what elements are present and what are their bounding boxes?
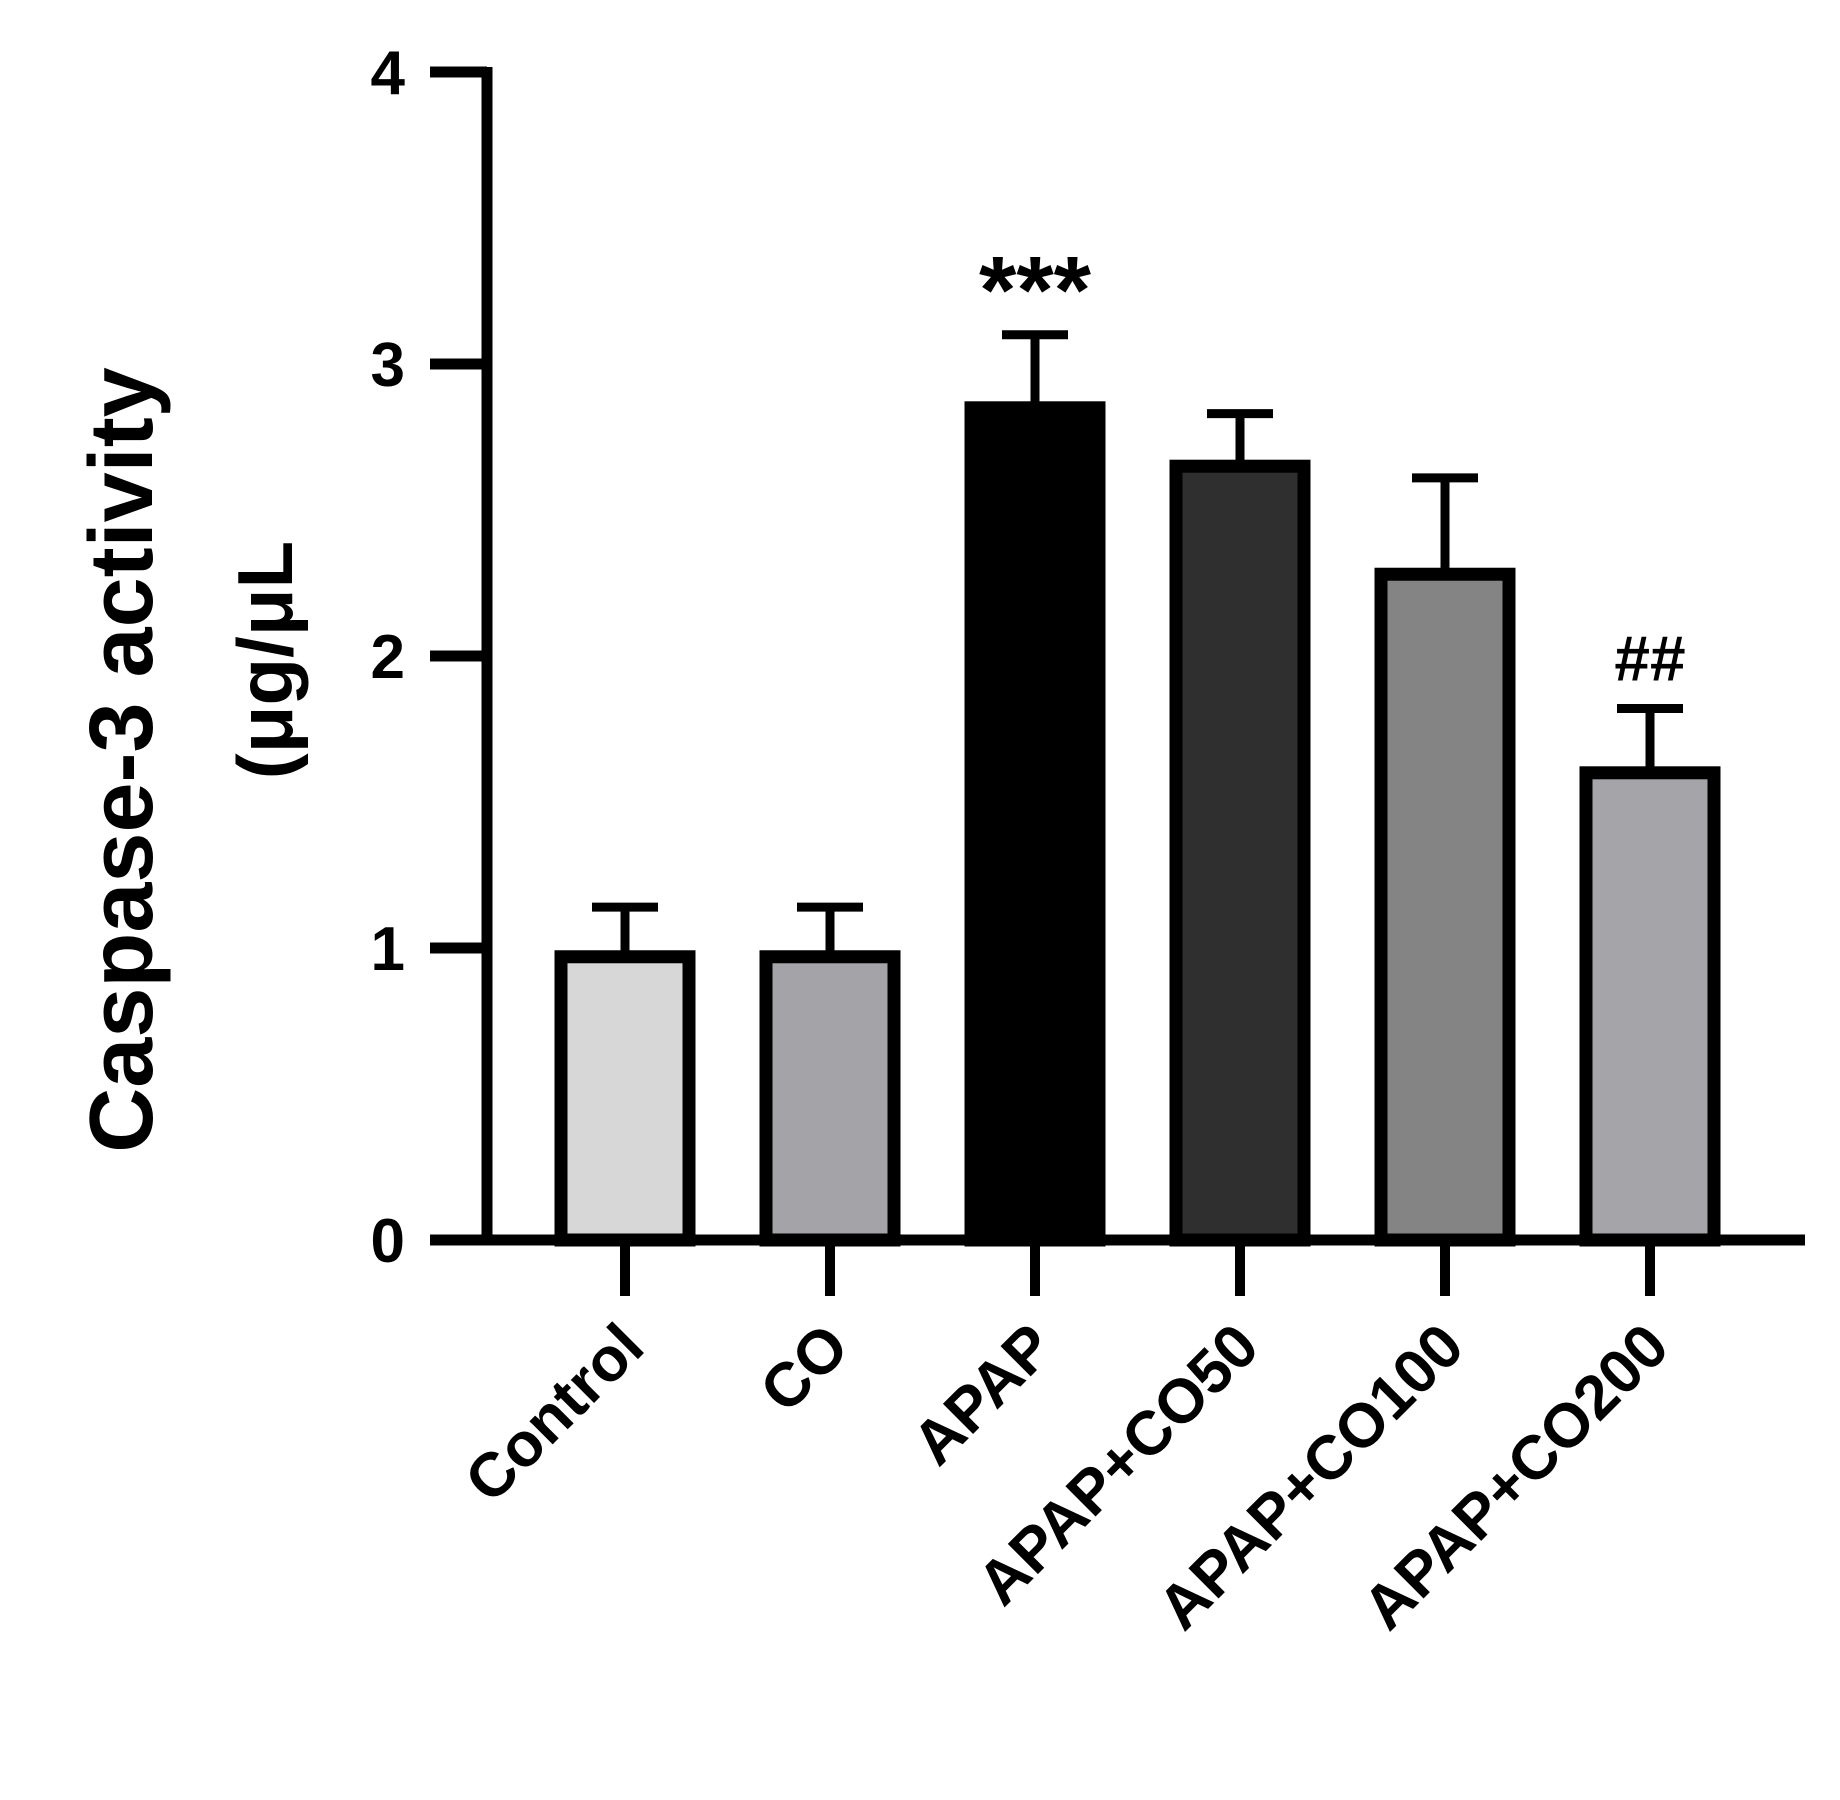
significance-label: ## xyxy=(1614,623,1685,695)
bar xyxy=(1579,766,1721,1247)
bar xyxy=(1169,459,1311,1247)
y-tick-label: 4 xyxy=(371,39,406,108)
bar xyxy=(759,950,901,1247)
significance-label: *** xyxy=(979,237,1092,344)
plot-area: Control CO***APAPAPAP+CO50APAP+CO100##APA… xyxy=(371,39,1805,1643)
y-tick-label: 3 xyxy=(371,331,405,400)
y-tick-label: 2 xyxy=(371,623,405,692)
y-axis-title-unit: (μg/μL xyxy=(221,541,309,779)
y-tick-label: 1 xyxy=(371,915,405,984)
y-axis-title: Caspase-3 activity (μg/μL xyxy=(72,367,309,1152)
x-tick-label: CO xyxy=(747,1311,862,1426)
bar xyxy=(1374,567,1516,1247)
y-tick-label: 0 xyxy=(371,1207,405,1276)
x-tick-label: Control xyxy=(452,1311,657,1516)
x-tick-label: APAP xyxy=(900,1311,1067,1478)
bar xyxy=(964,401,1106,1247)
y-axis-title-main: Caspase-3 activity xyxy=(72,367,172,1152)
bar xyxy=(554,950,696,1247)
